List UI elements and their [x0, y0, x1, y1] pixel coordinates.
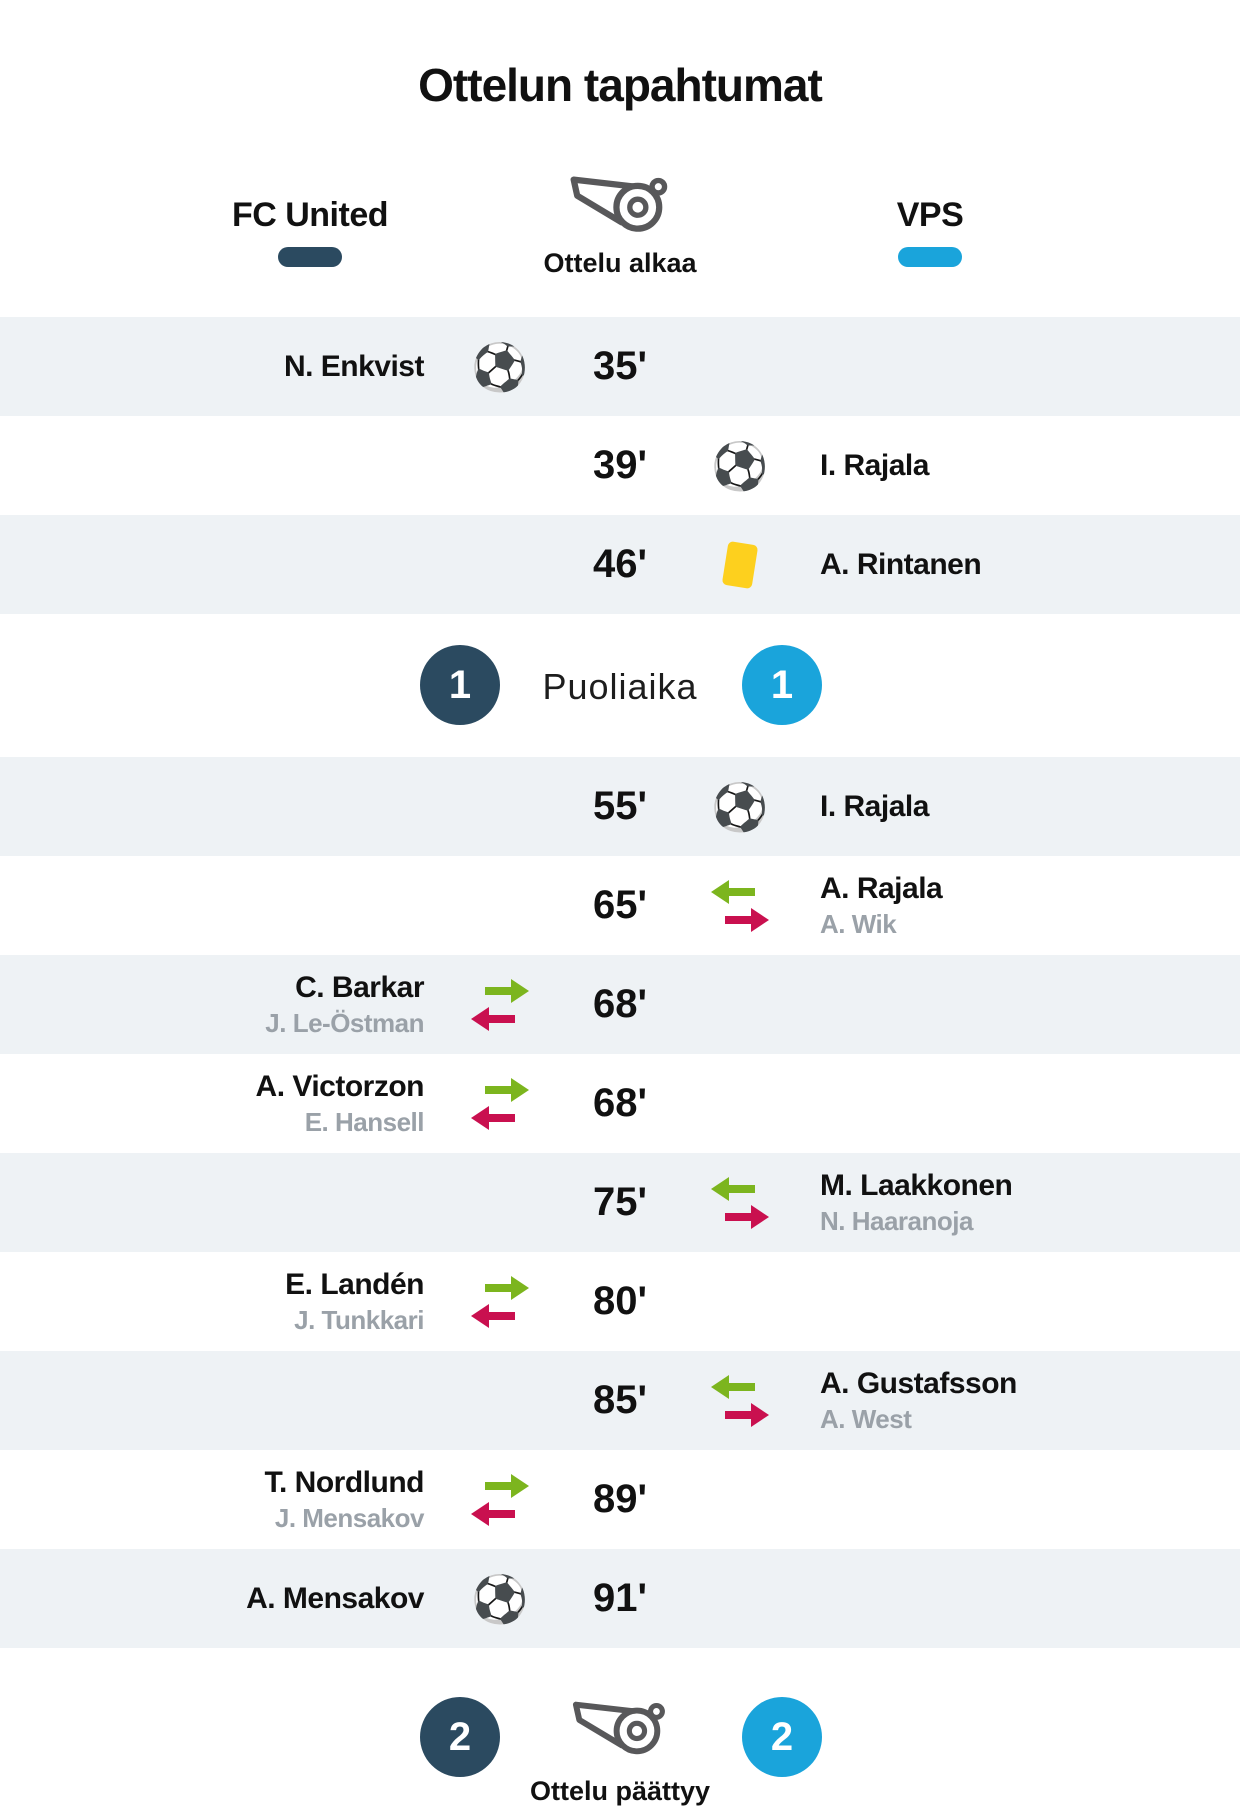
- event-minute: 75': [592, 1180, 647, 1224]
- fulltime-label: Ottelu päättyy: [529, 1776, 711, 1806]
- event-minute: 65': [592, 883, 647, 927]
- goal-icon: ⚽: [471, 339, 529, 394]
- away-team-name: VPS: [896, 196, 964, 234]
- event-minute: 55': [592, 784, 647, 828]
- substitution-icon: [711, 879, 769, 932]
- player-name: I. Rajala: [820, 789, 929, 823]
- event-minute: 91': [592, 1576, 647, 1620]
- home-team-name: FC United: [231, 196, 389, 234]
- event-minute: 89': [592, 1477, 647, 1521]
- home-team-block: FC United: [0, 196, 620, 267]
- event-minute: 46': [592, 542, 647, 586]
- player-out-name: J. Le-Östman: [265, 1007, 424, 1038]
- halftime-away-score-badge: 1: [742, 645, 822, 725]
- event-minute: 35': [592, 344, 647, 388]
- event-row-substitution-89: T. Nordlund J. Mensakov 89': [0, 1450, 1240, 1549]
- substitution-icon: [471, 1077, 529, 1130]
- player-in-name: A. Rajala: [820, 871, 943, 905]
- fulltime-band: 2 2 Ottelu päättyy: [0, 1648, 1240, 1818]
- player-name: A. Rintanen: [820, 547, 982, 581]
- event-minute: 85': [592, 1378, 647, 1422]
- player-name: A. Mensakov: [246, 1581, 424, 1615]
- player-in-name: E. Landén: [285, 1267, 424, 1301]
- yellow-card-icon: [721, 540, 759, 589]
- event-row-yellowcard-46: 46' A. Rintanen: [0, 515, 1240, 614]
- fulltime-home-score-badge: 2: [420, 1697, 500, 1777]
- goal-icon: ⚽: [711, 438, 769, 493]
- player-in-name: T. Nordlund: [264, 1465, 425, 1499]
- event-row-goal-91: A. Mensakov ⚽ 91': [0, 1549, 1240, 1648]
- away-team-color-pill: [898, 247, 962, 267]
- substitution-icon: [471, 978, 529, 1031]
- player-in-name: C. Barkar: [295, 970, 424, 1004]
- player-in-name: A. Gustafsson: [820, 1366, 1017, 1400]
- player-in-name: M. Laakkonen: [820, 1168, 1013, 1202]
- event-row-substitution-68b: A. Victorzon E. Hansell 68': [0, 1054, 1240, 1153]
- player-out-name: E. Hansell: [304, 1106, 425, 1137]
- player-out-name: A. Wik: [820, 908, 897, 939]
- event-row-substitution-80: E. Landén J. Tunkkari 80': [0, 1252, 1240, 1351]
- halftime-band: 1 Puoliaika 1: [0, 614, 1240, 757]
- player-name: N. Enkvist: [283, 349, 425, 383]
- player-in-name: A. Victorzon: [255, 1069, 425, 1103]
- substitution-icon: [471, 1473, 529, 1526]
- event-minute: 80': [592, 1279, 647, 1323]
- whistle-icon: [0, 1686, 1240, 1769]
- player-out-name: J. Tunkkari: [294, 1304, 424, 1335]
- event-row-substitution-85: 85' A. Gustafsson A. West: [0, 1351, 1240, 1450]
- player-out-name: J. Mensakov: [274, 1502, 425, 1533]
- player-name: I. Rajala: [820, 448, 929, 482]
- kickoff-block: Ottelu alkaa: [0, 160, 1240, 279]
- home-team-color-pill: [278, 247, 342, 267]
- event-row-goal-55: 55' ⚽ I. Rajala: [0, 757, 1240, 856]
- substitution-icon: [711, 1176, 769, 1229]
- substitution-icon: [711, 1374, 769, 1427]
- substitution-icon: [471, 1275, 529, 1328]
- kickoff-label: Ottelu alkaa: [543, 248, 697, 278]
- page-title: Ottelun tapahtumat: [418, 59, 823, 111]
- event-row-substitution-68a: C. Barkar J. Le-Östman 68': [0, 955, 1240, 1054]
- event-row-goal-35: N. Enkvist ⚽ 35': [0, 317, 1240, 416]
- event-row-goal-39: 39' ⚽ I. Rajala: [0, 416, 1240, 515]
- goal-icon: ⚽: [471, 1571, 529, 1626]
- header: Ottelun tapahtumat Ottelu alkaa FC Unite…: [0, 0, 1240, 317]
- event-minute: 68': [592, 1081, 647, 1125]
- player-out-name: N. Haaranoja: [820, 1205, 973, 1236]
- fulltime-away-score-badge: 2: [742, 1697, 822, 1777]
- halftime-label: Puoliaika: [542, 666, 698, 707]
- event-minute: 39': [592, 443, 647, 487]
- goal-icon: ⚽: [711, 779, 769, 834]
- halftime-home-score-badge: 1: [420, 645, 500, 725]
- player-out-name: A. West: [820, 1403, 912, 1434]
- event-row-substitution-75: 75' M. Laakkonen N. Haaranoja: [0, 1153, 1240, 1252]
- event-row-substitution-65: 65' A. Rajala A. Wik: [0, 856, 1240, 955]
- event-minute: 68': [592, 982, 647, 1026]
- away-team-block: VPS: [620, 196, 1240, 267]
